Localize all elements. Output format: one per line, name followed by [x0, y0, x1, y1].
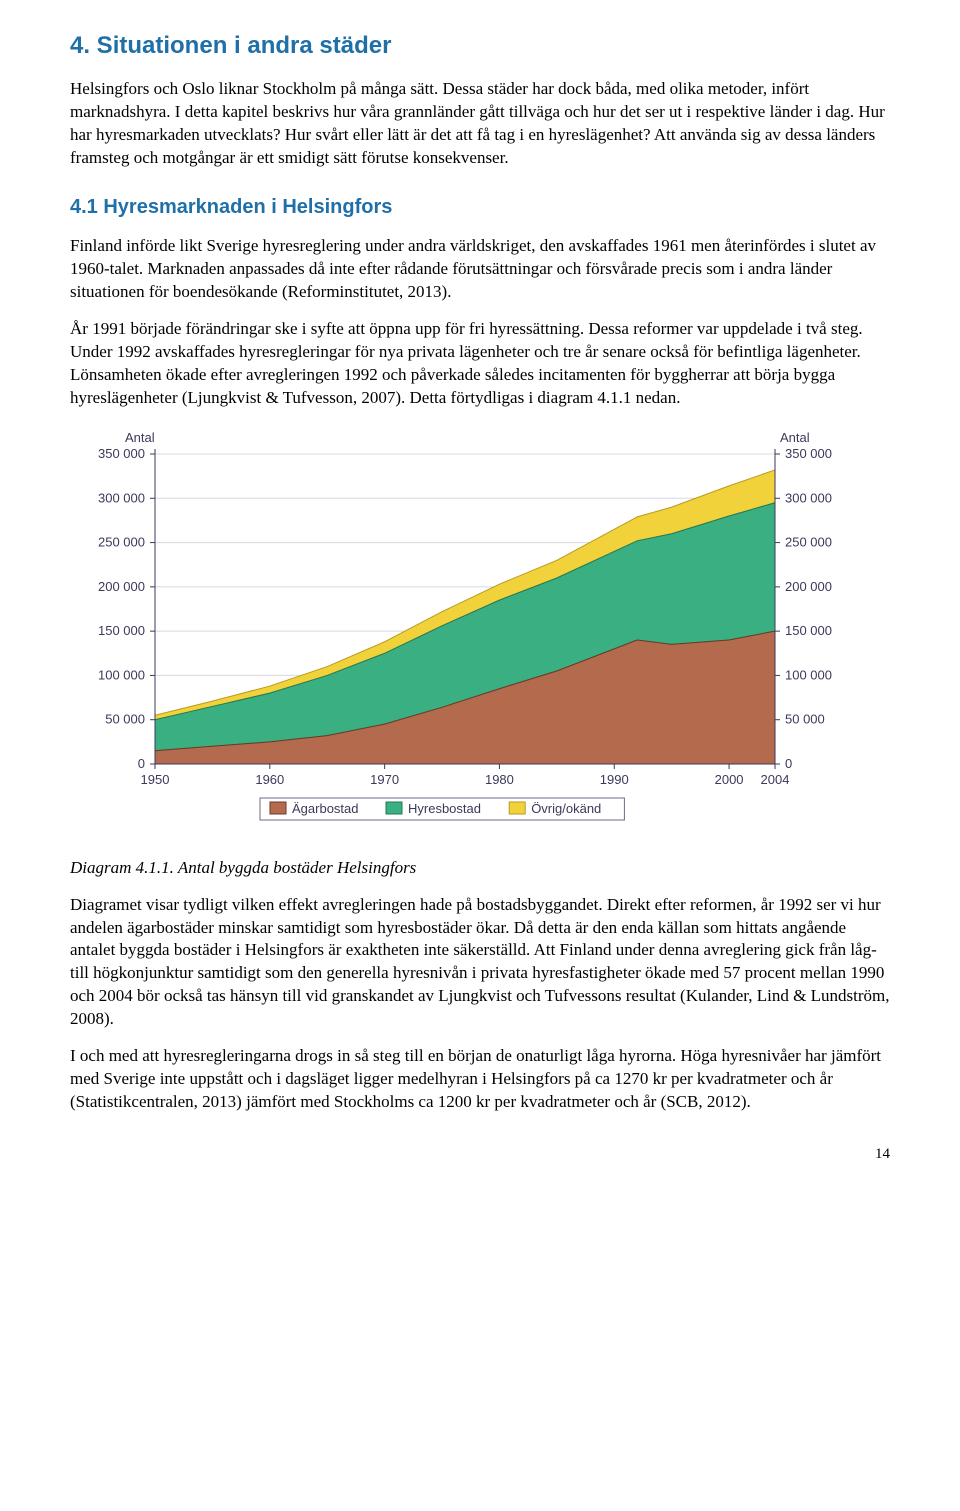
svg-text:300 000: 300 000	[98, 490, 145, 505]
svg-text:1990: 1990	[600, 772, 629, 787]
section-heading: 4. Situationen i andra städer	[70, 30, 890, 62]
svg-text:1950: 1950	[141, 772, 170, 787]
svg-text:1980: 1980	[485, 772, 514, 787]
svg-text:50 000: 50 000	[785, 711, 825, 726]
svg-text:Övrig/okänd: Övrig/okänd	[531, 801, 601, 816]
svg-text:Hyresbostad: Hyresbostad	[408, 801, 481, 816]
body-paragraph: År 1991 började förändringar ske i syfte…	[70, 318, 890, 410]
svg-text:100 000: 100 000	[98, 667, 145, 682]
svg-text:250 000: 250 000	[98, 534, 145, 549]
svg-text:150 000: 150 000	[785, 623, 832, 638]
svg-text:0: 0	[785, 756, 792, 771]
page-number: 14	[70, 1144, 890, 1164]
svg-text:150 000: 150 000	[98, 623, 145, 638]
svg-text:300 000: 300 000	[785, 490, 832, 505]
svg-text:2000: 2000	[715, 772, 744, 787]
svg-text:0: 0	[138, 756, 145, 771]
stacked-area-chart: 0 0 50 000 50 000 100 000 100 000 150 000 150 0…	[70, 424, 860, 844]
body-paragraph: I och med att hyresregleringarna drogs i…	[70, 1045, 890, 1114]
svg-text:200 000: 200 000	[785, 579, 832, 594]
svg-text:350 000: 350 000	[98, 446, 145, 461]
svg-text:200 000: 200 000	[98, 579, 145, 594]
svg-text:Antal: Antal	[780, 430, 810, 445]
svg-text:1960: 1960	[255, 772, 284, 787]
svg-text:350 000: 350 000	[785, 446, 832, 461]
svg-text:1970: 1970	[370, 772, 399, 787]
body-paragraph: Finland införde likt Sverige hyresregler…	[70, 235, 890, 304]
svg-text:2004: 2004	[761, 772, 790, 787]
subsection-heading: 4.1 Hyresmarknaden i Helsingfors	[70, 194, 890, 221]
chart-caption: Diagram 4.1.1. Antal byggda bostäder Hel…	[70, 857, 890, 880]
svg-text:250 000: 250 000	[785, 534, 832, 549]
intro-paragraph: Helsingfors och Oslo liknar Stockholm på…	[70, 78, 890, 170]
body-paragraph: Diagramet visar tydligt vilken effekt av…	[70, 894, 890, 1032]
svg-text:100 000: 100 000	[785, 667, 832, 682]
svg-text:Ägarbostad: Ägarbostad	[292, 801, 359, 816]
housing-chart: 0 0 50 000 50 000 100 000 100 000 150 000 150 0…	[70, 424, 890, 851]
svg-text:50 000: 50 000	[105, 711, 145, 726]
svg-text:Antal: Antal	[125, 430, 155, 445]
